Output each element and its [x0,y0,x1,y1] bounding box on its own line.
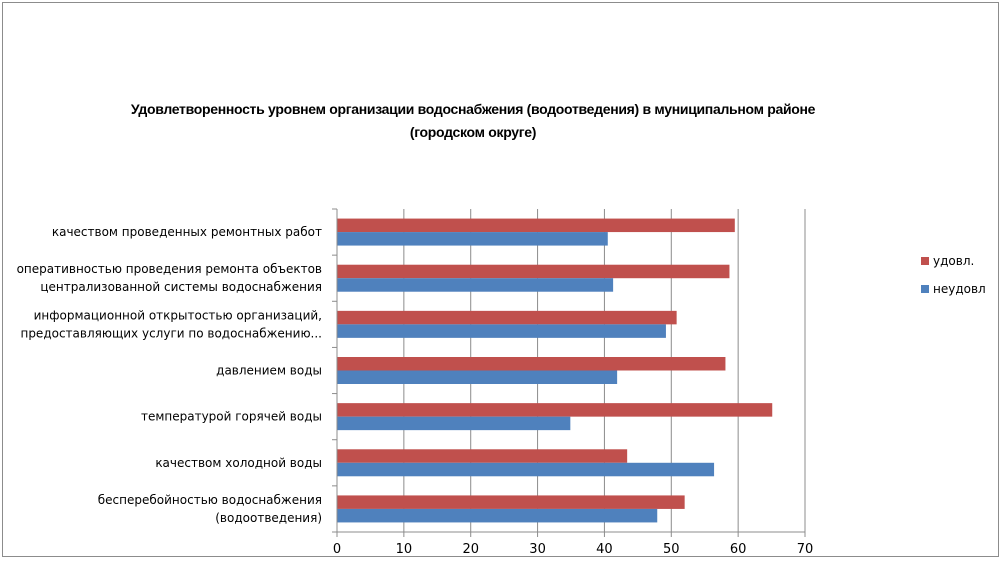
axis [332,208,806,537]
chart-title-line-2: (городском округе) [409,124,537,140]
legend-label-unsatisfied: неудовл [933,282,986,296]
bar-unsatisfied [337,278,614,292]
bar-unsatisfied [337,324,666,338]
category-label: качеством проведенных ремонтных работ [52,225,322,239]
bar-satisfied [337,310,677,325]
bar-unsatisfied [337,462,715,477]
x-tick-label: 30 [529,542,546,557]
category-label: температурой горячей воды [141,410,322,424]
legend-swatch-unsatisfied [921,285,929,293]
category-label: централизованной системы водоснабжения [40,280,322,294]
x-tick-label: 70 [797,542,814,557]
bar-unsatisfied [337,508,658,523]
chart-title: Удовлетворенность уровнем организации во… [0,98,946,144]
bar-unsatisfied [337,416,571,431]
x-tick-label: 50 [663,542,680,557]
x-tick-label: 0 [333,542,341,557]
category-label: предоставляющих услуги по водоснабжению.… [20,326,322,340]
bars [337,218,773,523]
category-label: качеством холодной воды [155,456,322,470]
category-label: давлением воды [216,364,322,378]
x-tick-label: 10 [396,542,413,557]
bar-unsatisfied [337,370,618,384]
tick-labels: 0 10 20 30 40 50 60 70 [333,542,813,557]
x-tick-label: 60 [730,542,747,557]
legend-label-satisfied: удовл. [933,254,974,268]
category-label: информационной открытостью организаций, [34,308,322,322]
category-label: бесперебойностью водоснабжения [98,493,322,507]
bar-satisfied [337,449,628,463]
chart-title-line-1: Удовлетворенность уровнем организации во… [130,101,816,117]
category-label: (водоотведения) [215,511,322,525]
bar-unsatisfied [337,232,608,246]
x-tick-label: 40 [596,542,613,557]
category-labels: качеством проведенных ремонтных работ опе… [17,225,322,525]
bar-satisfied [337,357,726,371]
legend-swatch-satisfied [921,257,929,265]
category-label: оперативностью проведения ремонта объект… [17,262,322,276]
legend: удовл. неудовл [921,254,986,296]
bar-satisfied [337,218,735,233]
bar-satisfied [337,403,773,417]
x-tick-label: 20 [462,542,479,557]
bar-satisfied [337,495,685,509]
bar-satisfied [337,264,730,279]
